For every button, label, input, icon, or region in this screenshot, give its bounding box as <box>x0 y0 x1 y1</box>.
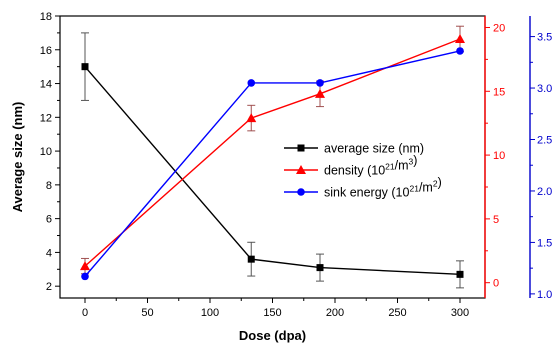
right-tick-label: 15 <box>493 86 505 98</box>
right2-tick-label: 2.0 <box>537 186 552 198</box>
data-point <box>456 47 464 55</box>
data-point <box>80 261 90 271</box>
right-tick-label: 5 <box>493 214 499 226</box>
x-axis-title: Dose (dpa) <box>239 328 306 343</box>
data-point <box>316 264 324 272</box>
left-tick-label: 10 <box>40 146 52 158</box>
series-line <box>84 50 461 277</box>
x-tick-label: 250 <box>388 307 406 319</box>
data-point <box>316 79 324 87</box>
right-tick-label: 10 <box>493 150 505 162</box>
legend: average size (nm)density (1021/m3)sink e… <box>284 142 442 200</box>
legend-text-part: /m <box>419 181 433 195</box>
x-axis-ticks: 0 50 100 150 200 250 300 <box>82 298 469 319</box>
legend-swatch-marker <box>297 144 305 152</box>
legend-entry: average size (nm) <box>284 142 424 156</box>
x-tick-label: 100 <box>201 307 219 319</box>
right2-tick-label: 2.5 <box>537 135 552 147</box>
left-axis-ticks: 2 4 6 8 10 12 14 16 18 <box>40 11 60 293</box>
left-tick-label: 2 <box>46 281 52 293</box>
x-tick-label: 200 <box>326 307 344 319</box>
legend-text-part: density (10 <box>324 164 385 178</box>
legend-text-part: average size (nm) <box>324 142 424 156</box>
x-tick-label: 150 <box>263 307 281 319</box>
series-layer <box>80 25 465 289</box>
legend-swatch-marker <box>297 188 305 196</box>
data-point <box>456 270 464 278</box>
data-point <box>247 255 255 263</box>
right-tick-label: 20 <box>493 22 505 34</box>
data-point <box>315 88 325 98</box>
data-point <box>81 272 89 281</box>
legend-label: average size (nm) <box>324 142 424 156</box>
right2-tick-label: 1.0 <box>537 289 552 301</box>
legend-entry: sink energy (1021/m2) <box>284 176 442 200</box>
right2-tick-label: 1.5 <box>537 237 552 249</box>
legend-text-part: ) <box>438 176 442 190</box>
data-point <box>247 79 256 87</box>
legend-superscript: 21 <box>409 184 419 194</box>
left-tick-label: 12 <box>40 112 52 124</box>
left-tick-label: 14 <box>40 79 52 91</box>
legend-superscript: 21 <box>385 162 395 172</box>
x-tick-label: 300 <box>451 307 469 319</box>
legend-entry: density (1021/m3) <box>284 154 417 178</box>
right-axis-ticks: 0 5 10 15 20 <box>485 22 505 290</box>
legend-label: density (1021/m3) <box>324 154 417 178</box>
legend-swatch-marker <box>296 165 306 174</box>
right2-axis-ticks: 1.0 1.5 2.0 2.5 3.0 3.5 <box>530 32 552 301</box>
right-tick-label: 0 <box>493 278 499 290</box>
left-tick-label: 4 <box>46 247 52 259</box>
legend-text-part: sink energy (10 <box>324 186 410 200</box>
legend-text-part: /m <box>395 159 409 173</box>
y-axis-title: Average size (nm) <box>10 102 25 213</box>
left-tick-label: 6 <box>46 214 52 226</box>
left-tick-label: 18 <box>40 11 52 23</box>
legend-superscript: 2 <box>433 179 438 189</box>
right2-tick-label: 3.5 <box>537 32 552 44</box>
data-point <box>455 33 465 43</box>
left-tick-label: 16 <box>40 45 52 57</box>
series-line <box>84 66 461 276</box>
series-circle <box>81 47 464 281</box>
left-tick-label: 8 <box>46 180 52 192</box>
legend-text-part: ) <box>413 154 417 168</box>
x-tick-label: 50 <box>141 307 153 319</box>
series-square <box>81 32 464 289</box>
legend-superscript: 3 <box>409 157 414 167</box>
x-tick-label: 0 <box>82 307 88 319</box>
data-point <box>246 113 257 123</box>
right2-tick-label: 3.0 <box>537 83 552 95</box>
data-point <box>81 63 89 71</box>
legend-label: sink energy (1021/m2) <box>324 176 442 200</box>
